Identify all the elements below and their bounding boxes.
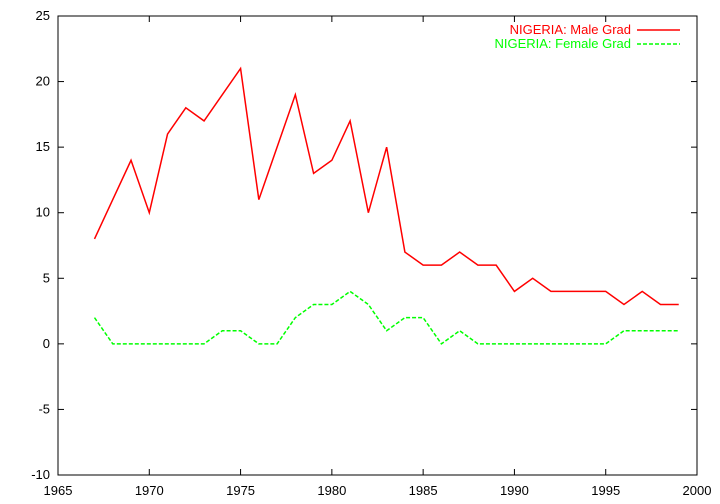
x-axis: 1965 1970 1975 1980 1985 1990 1995 2000 (44, 16, 712, 498)
x-tick-label: 1985 (409, 483, 438, 498)
y-tick-label: -5 (38, 401, 50, 416)
y-tick-label: 25 (36, 8, 50, 23)
series-layer (93, 66, 679, 345)
y-tick-label: -10 (31, 467, 50, 482)
y-tick-label: 0 (43, 336, 50, 351)
legend-label-male: NIGERIA: Male Grad (510, 22, 631, 37)
x-tick-label: 2000 (683, 483, 712, 498)
series-line-male-grad (93, 66, 679, 306)
y-tick-label: 5 (43, 270, 50, 285)
y-tick-label: 20 (36, 74, 50, 89)
y-axis: -10 -5 0 5 10 15 20 25 (31, 8, 697, 482)
legend-label-female: NIGERIA: Female Grad (494, 36, 631, 51)
x-tick-label: 1995 (591, 483, 620, 498)
x-tick-label: 1980 (317, 483, 346, 498)
legend: NIGERIA: Male Grad NIGERIA: Female Grad (494, 22, 680, 51)
plot-frame (57, 15, 698, 476)
y-tick-label: 10 (36, 205, 50, 220)
x-tick-label: 1965 (44, 483, 73, 498)
x-tick-label: 1975 (226, 483, 255, 498)
y-tick-label: 15 (36, 139, 50, 154)
x-tick-label: 1990 (500, 483, 529, 498)
x-tick-label: 1970 (135, 483, 164, 498)
series-line-female-grad (93, 290, 679, 345)
